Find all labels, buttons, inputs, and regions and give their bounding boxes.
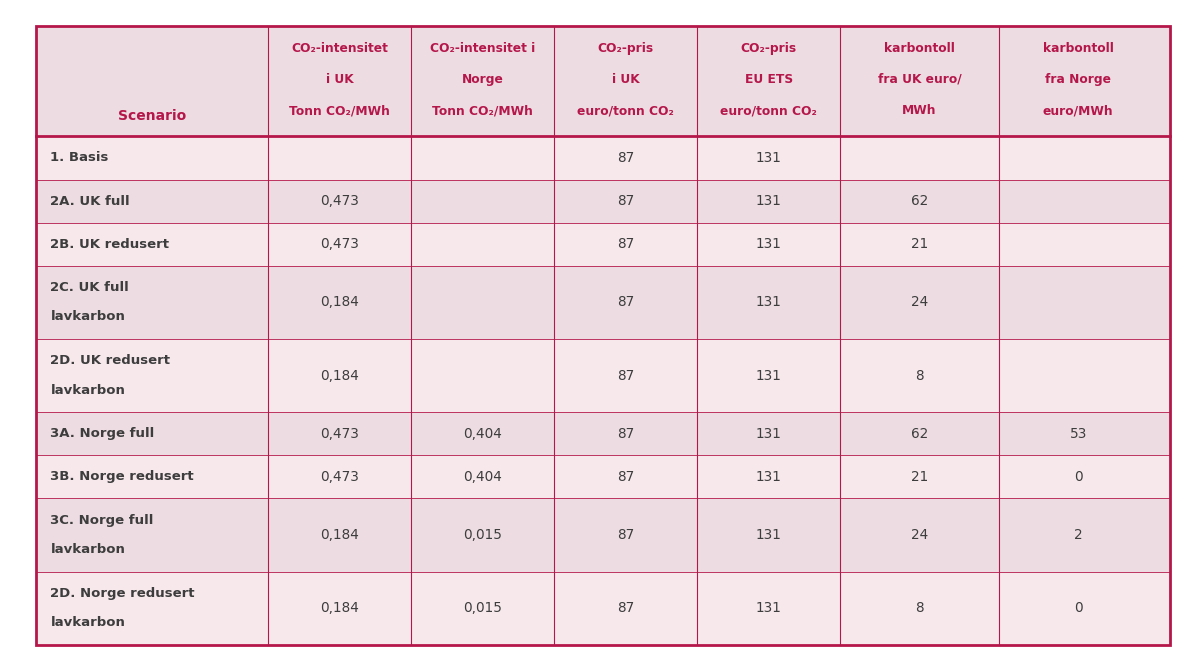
Text: fra UK euro/: fra UK euro/: [877, 73, 961, 86]
Text: Tonn CO₂/MWh: Tonn CO₂/MWh: [432, 104, 533, 117]
Text: lavkarbon: lavkarbon: [50, 617, 125, 629]
Text: 0,473: 0,473: [320, 470, 359, 484]
Text: 131: 131: [756, 194, 781, 208]
Text: 0,473: 0,473: [320, 194, 359, 208]
Bar: [36, 222, 1170, 266]
Text: 0,473: 0,473: [320, 237, 359, 251]
Text: euro/tonn CO₂: euro/tonn CO₂: [720, 104, 817, 117]
Text: Scenario: Scenario: [118, 109, 186, 123]
Text: 87: 87: [617, 528, 635, 542]
Text: 131: 131: [756, 601, 781, 615]
Text: 21: 21: [911, 237, 928, 251]
Text: 2: 2: [1074, 528, 1082, 542]
Bar: [36, 339, 1170, 412]
Text: 0,473: 0,473: [320, 427, 359, 441]
Text: 62: 62: [911, 194, 928, 208]
Bar: [36, 455, 1170, 498]
Text: 62: 62: [911, 427, 928, 441]
Text: 8: 8: [916, 368, 924, 382]
Text: 0,184: 0,184: [320, 295, 359, 309]
Text: CO₂-intensitet i: CO₂-intensitet i: [430, 42, 535, 55]
Text: EU ETS: EU ETS: [744, 73, 793, 86]
Text: 0,184: 0,184: [320, 601, 359, 615]
Text: 131: 131: [756, 237, 781, 251]
Text: Tonn CO₂/MWh: Tonn CO₂/MWh: [289, 104, 390, 117]
Text: 3A. Norge full: 3A. Norge full: [50, 427, 155, 440]
Text: euro/MWh: euro/MWh: [1043, 104, 1114, 117]
Text: 87: 87: [617, 427, 635, 441]
Text: 24: 24: [911, 528, 928, 542]
Bar: [36, 26, 1170, 136]
Bar: [36, 572, 1170, 645]
Text: 53: 53: [1069, 427, 1087, 441]
Text: 2C. UK full: 2C. UK full: [50, 281, 130, 294]
Text: euro/tonn CO₂: euro/tonn CO₂: [577, 104, 674, 117]
Text: CO₂-pris: CO₂-pris: [740, 42, 797, 55]
Text: 131: 131: [756, 470, 781, 484]
Text: 0,015: 0,015: [463, 601, 503, 615]
Bar: [36, 266, 1170, 339]
Text: lavkarbon: lavkarbon: [50, 384, 125, 397]
Text: CO₂-intensitet: CO₂-intensitet: [292, 42, 389, 55]
Bar: [36, 136, 1170, 180]
Text: 87: 87: [617, 151, 635, 165]
Text: 131: 131: [756, 295, 781, 309]
Text: CO₂-pris: CO₂-pris: [598, 42, 654, 55]
Text: 8: 8: [916, 601, 924, 615]
Text: MWh: MWh: [902, 104, 937, 117]
Bar: [36, 412, 1170, 455]
Text: karbontoll: karbontoll: [884, 42, 955, 55]
Text: 3C. Norge full: 3C. Norge full: [50, 514, 154, 527]
Bar: [36, 498, 1170, 572]
Text: 21: 21: [911, 470, 928, 484]
Text: 0,404: 0,404: [463, 470, 503, 484]
Text: 87: 87: [617, 601, 635, 615]
Text: 0,184: 0,184: [320, 368, 359, 382]
Text: 87: 87: [617, 237, 635, 251]
Text: 0: 0: [1074, 470, 1082, 484]
Text: 2B. UK redusert: 2B. UK redusert: [50, 238, 169, 251]
Text: 0: 0: [1074, 601, 1082, 615]
Text: 131: 131: [756, 151, 781, 165]
Text: Norge: Norge: [462, 73, 504, 86]
Text: i UK: i UK: [612, 73, 640, 86]
Text: 0,015: 0,015: [463, 528, 503, 542]
Text: 24: 24: [911, 295, 928, 309]
Text: 1. Basis: 1. Basis: [50, 151, 109, 164]
Text: 2A. UK full: 2A. UK full: [50, 195, 130, 207]
Text: 2D. Norge redusert: 2D. Norge redusert: [50, 587, 194, 600]
Text: 131: 131: [756, 427, 781, 441]
Text: 0,184: 0,184: [320, 528, 359, 542]
Text: 87: 87: [617, 368, 635, 382]
Text: 131: 131: [756, 368, 781, 382]
Text: 3B. Norge redusert: 3B. Norge redusert: [50, 470, 194, 484]
Text: 87: 87: [617, 295, 635, 309]
Text: karbontoll: karbontoll: [1043, 42, 1114, 55]
Text: 87: 87: [617, 194, 635, 208]
Text: 0,404: 0,404: [463, 427, 503, 441]
Text: 2D. UK redusert: 2D. UK redusert: [50, 355, 170, 367]
Text: lavkarbon: lavkarbon: [50, 311, 125, 324]
Text: 131: 131: [756, 528, 781, 542]
Text: i UK: i UK: [326, 73, 354, 86]
Bar: [36, 180, 1170, 222]
Text: lavkarbon: lavkarbon: [50, 543, 125, 556]
Text: 87: 87: [617, 470, 635, 484]
Text: fra Norge: fra Norge: [1045, 73, 1111, 86]
